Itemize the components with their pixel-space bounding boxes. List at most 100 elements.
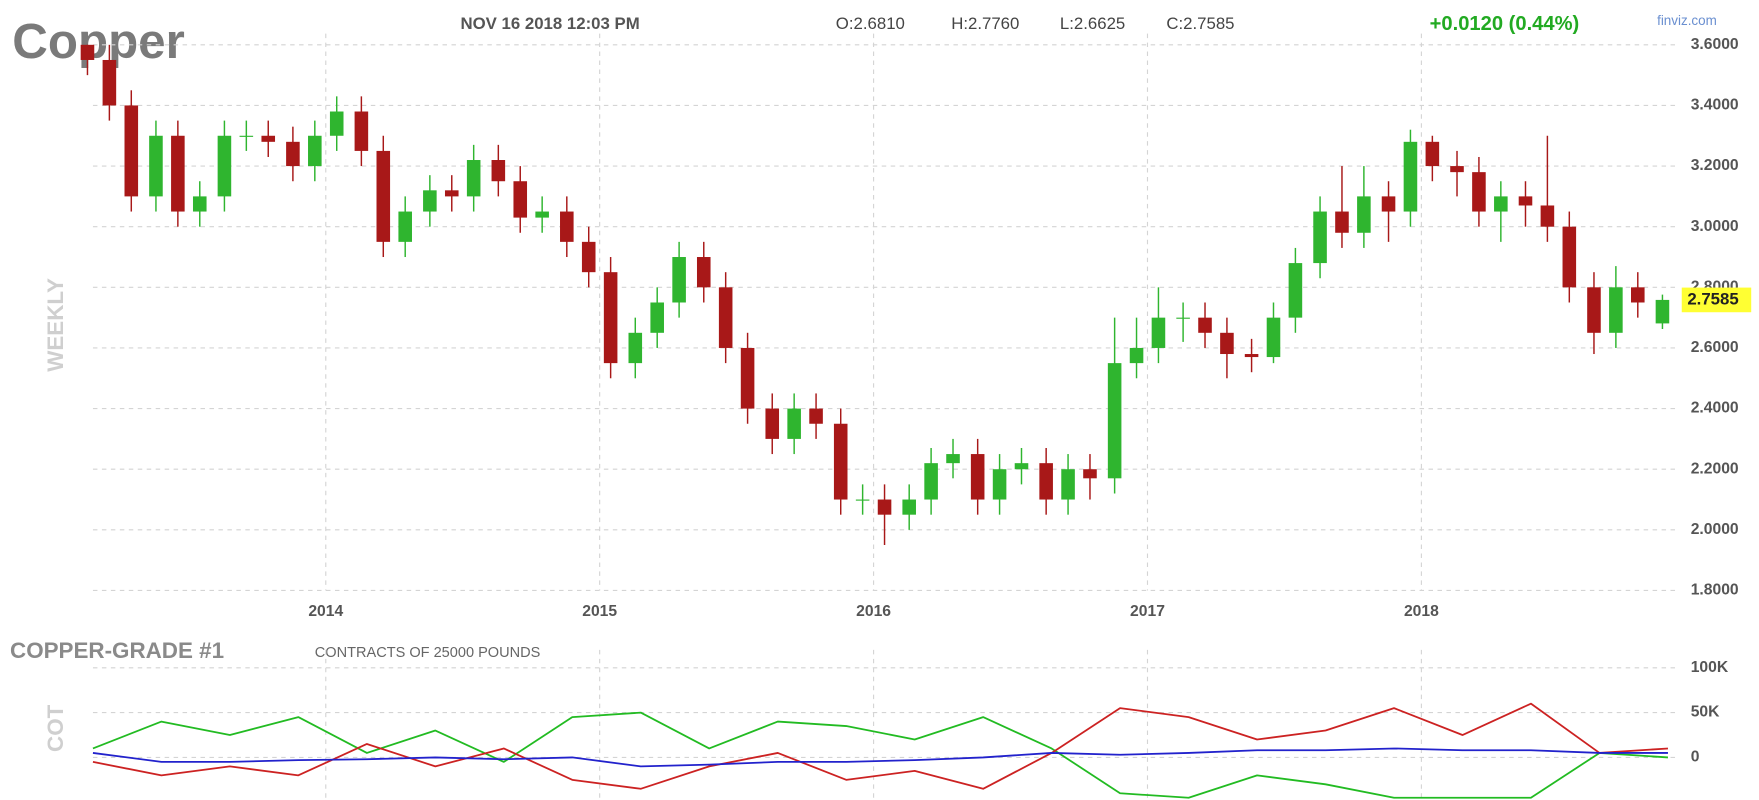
y-axis-label: WEEKLY [43,278,68,372]
y-tick-label: 100K [1691,659,1729,676]
candle-body [513,181,528,218]
candle-body [1313,211,1327,264]
last-price-box [1681,287,1752,313]
y-tick-label: 3.2000 [1691,157,1739,174]
grid [92,649,1677,798]
candle-body [308,135,322,167]
candle-body [1540,205,1555,227]
candle-body [833,423,848,500]
candle-body [261,135,276,142]
candle-body [1288,263,1303,318]
candle-body [80,44,95,60]
source[interactable]: finviz.com [1657,13,1717,28]
candle-body [924,463,938,500]
candle-body [1244,354,1259,358]
candle-body [628,332,643,364]
y-tick-label: 2.2000 [1691,460,1739,477]
cot-line [92,711,1669,799]
y-tick-label: 2.0000 [1691,521,1739,538]
y-tick-label: 2.6000 [1691,339,1739,356]
x-tick-label: 2017 [1130,603,1165,620]
candle-body [171,135,185,212]
candle-body [466,160,481,197]
candle-body [560,211,574,242]
candle-body [192,196,207,212]
cot-line [92,702,1669,790]
candle-body [1151,317,1166,348]
y-tick-label: 3.4000 [1691,97,1739,114]
candle-body [1494,196,1508,212]
x-tick-label: 2018 [1404,603,1439,620]
candle-body [970,454,985,500]
candle-body [102,59,117,106]
candle-body [1107,363,1122,479]
candle-body [149,135,163,197]
x-tick-label: 2014 [308,603,343,620]
candle-body [1631,287,1645,303]
cot-y-label: COT [43,704,68,752]
open: O:2.6810 [836,14,905,33]
candle-body [603,272,618,364]
candle-body [787,408,801,439]
chart-title: Copper [12,14,184,69]
candle-body [1357,196,1371,233]
candle-body [1061,469,1075,500]
x-tick-label: 2015 [582,603,617,620]
candle-body [1587,287,1601,333]
change: +0.0120 (0.44%) [1430,13,1580,35]
candle-body [765,408,780,439]
candle-body [491,160,506,182]
candle-body [809,408,823,424]
candle-body [946,454,960,464]
y-tick-label: 0 [1691,749,1700,766]
candle-body [286,141,300,167]
candle-body [329,111,344,136]
candle-body [1039,463,1053,500]
last-price-label: 2.7585 [1687,289,1738,308]
candle-body [672,257,686,303]
candle-body [1450,166,1464,173]
candle-body [354,111,369,151]
date: NOV 16 2018 12:03 PM [460,14,639,33]
candle-body [398,211,412,242]
candle-body [650,302,664,333]
candle-body [1381,196,1396,212]
candle-body [902,499,916,515]
y-tick-label: 50K [1691,704,1720,721]
y-tick-label: 1.8000 [1691,582,1739,599]
cot-title: COPPER-GRADE #1 [10,638,224,663]
candle-body [1014,463,1029,470]
cot-subtitle: CONTRACTS OF 25000 POUNDS [315,645,541,661]
candle-body [1472,172,1486,212]
candle-body [1198,317,1212,333]
close: C:2.7585 [1166,14,1234,33]
candle-body [1403,141,1418,212]
candle-body [855,499,870,501]
candle-body [718,287,733,348]
candle-body [696,257,711,288]
candle-body [1266,317,1281,358]
candle-body [1609,287,1623,333]
candle-body [535,211,549,218]
x-tick-label: 2016 [856,603,891,620]
candle-body [1335,211,1349,233]
candle-body [217,135,232,197]
candle-body [444,190,459,197]
y-tick-label: 3.6000 [1691,36,1739,53]
low: L:2.6625 [1060,14,1125,33]
candle-body [877,499,892,515]
candle-body [1083,469,1097,479]
candle-body [1518,196,1533,206]
candle-body [124,105,139,197]
candle-body [1176,317,1190,319]
y-tick-label: 3.0000 [1691,218,1739,235]
high: H:2.7760 [951,14,1019,33]
candle-body [376,150,391,242]
candle-body [1220,332,1234,355]
candle-body [740,347,755,409]
candle-body [239,135,254,137]
candle-body [423,190,437,212]
candle-body [581,241,596,273]
